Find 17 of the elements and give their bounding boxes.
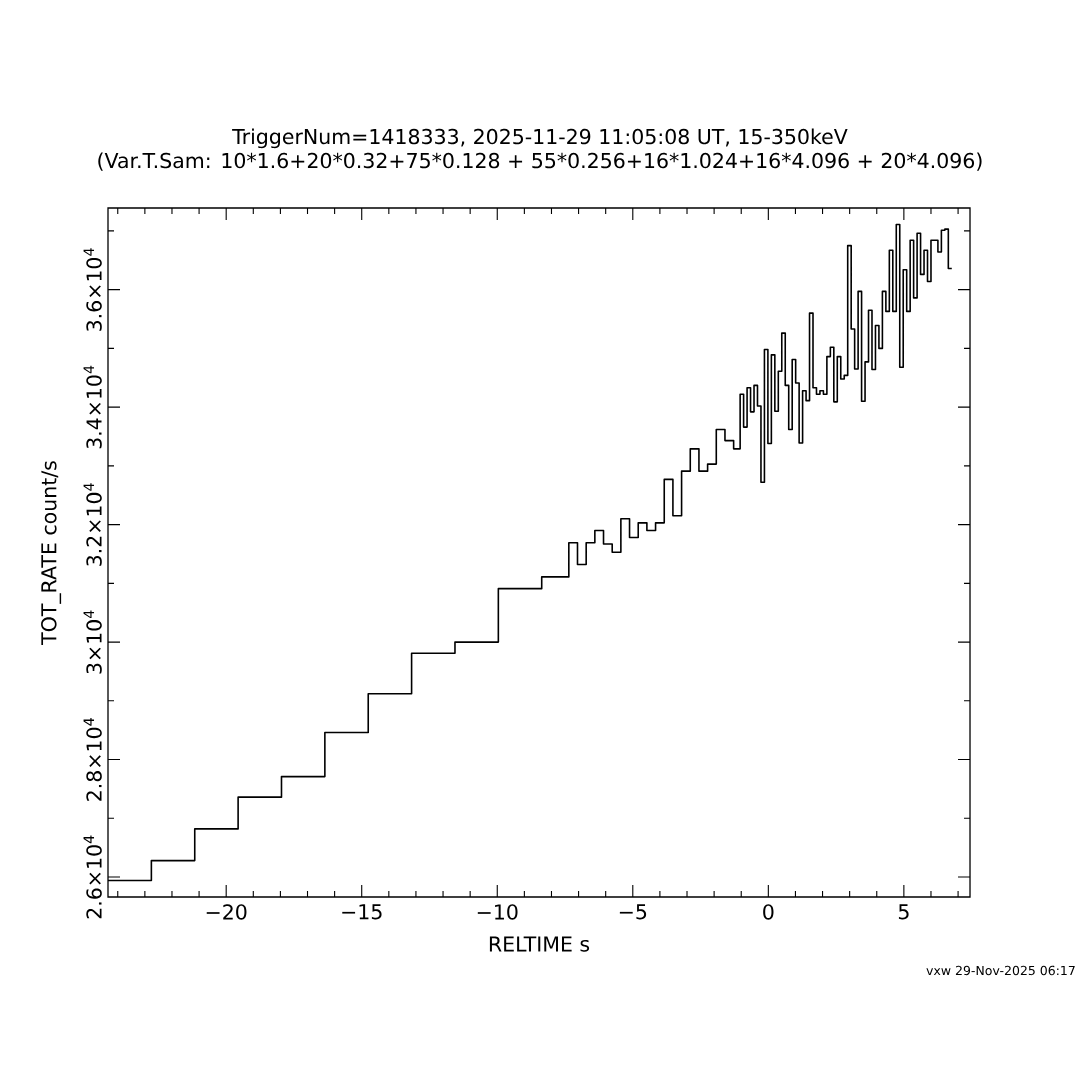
text: vxw 29-Nov-2025 06:17 <box>926 965 1075 976</box>
x-tick-label: −5 <box>619 904 647 920</box>
y-tick-label: 2.8×10$^{4}$ <box>83 718 102 801</box>
x-axis-title: RELTIME s <box>489 936 590 952</box>
y-axis-title: TOT_RATE count/s <box>41 461 62 645</box>
chart-title: TriggerNum=1418333, 2025-11-29 11:05:08 UT, 15-350keV <box>232 128 848 149</box>
y-tick-label: 3.4×10$^{4}$ <box>83 365 102 449</box>
x-tick-label: −15 <box>342 904 382 920</box>
y-tick-label: 3.2×10$^{4}$ <box>83 483 102 566</box>
x-tick-label: 0 <box>763 904 774 920</box>
chart-subtitle: (Var.T.Sam: 10*1.6+20*0.32+75*0.128 + 55*0.256+16*1.024+16*4.096 + 20*4.096) <box>98 152 982 171</box>
x-tick-label: 5 <box>898 904 909 920</box>
x-tick-label: −20 <box>206 904 247 920</box>
y-tick-label: 2.6×10$^{4}$ <box>83 835 102 919</box>
x-tick-label: −10 <box>477 904 518 920</box>
y-tick-label: 3.6×10$^{4}$ <box>83 248 102 331</box>
y-tick-label: 3×10$^{4}$ <box>83 610 102 674</box>
